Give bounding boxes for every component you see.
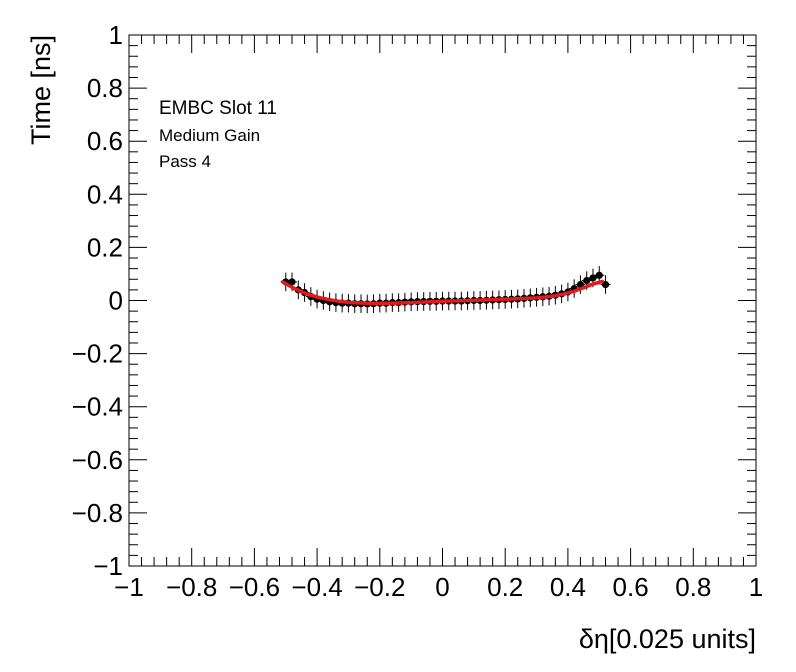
x-tick-label: −1 [114, 572, 144, 602]
data-point [589, 274, 597, 282]
x-axis-title: δη[0.025 units] [579, 624, 756, 654]
y-tick-label: −0.2 [72, 339, 123, 369]
y-tick-label: −0.6 [72, 445, 123, 475]
data-points [280, 265, 611, 314]
x-tick-label: 0 [435, 572, 449, 602]
y-tick-label: 0.8 [87, 73, 123, 103]
x-tick-label: 0.6 [613, 572, 649, 602]
x-tick-label: −0.6 [229, 572, 280, 602]
x-tick-label: 0.2 [487, 572, 523, 602]
x-tick-labels: −1 −0.8 −0.6 −0.4 −0.2 0 0.2 0.4 0.6 0.8 1 [114, 572, 763, 602]
fit-line [280, 279, 605, 306]
y-tick-label: 0 [109, 286, 123, 316]
y-tick-label: 0.4 [87, 179, 123, 209]
y-tick-label: −1 [93, 551, 123, 581]
y-tick-labels: −1 −0.8 −0.6 −0.4 −0.2 0 0.2 0.4 0.6 0.8 1 [72, 20, 123, 581]
x-tick-label: −0.4 [291, 572, 342, 602]
y-tick-label: 0.6 [87, 126, 123, 156]
data-point [595, 271, 603, 279]
y-tick-label: −0.8 [72, 498, 123, 528]
x-tick-label: −0.8 [166, 572, 217, 602]
x-tick-label: 1 [749, 572, 763, 602]
annotation-gain: Medium Gain [159, 126, 260, 145]
y-tick-label: −0.4 [72, 392, 123, 422]
y-tick-label: 1 [109, 20, 123, 50]
data-point [288, 278, 296, 286]
y-tick-label: 0.2 [87, 232, 123, 262]
data-point [576, 280, 585, 289]
x-tick-label: 0.4 [550, 572, 586, 602]
data-point [601, 280, 610, 289]
annotation-title: EMBC Slot 11 [159, 98, 277, 119]
y-axis-title: Time [ns] [26, 35, 56, 145]
fit-curve [280, 279, 605, 306]
annotation-pass: Pass 4 [159, 152, 211, 171]
axis-ticks [128, 34, 757, 567]
data-point [583, 276, 591, 285]
x-tick-label: −0.2 [354, 572, 405, 602]
x-tick-label: 0.8 [675, 572, 711, 602]
